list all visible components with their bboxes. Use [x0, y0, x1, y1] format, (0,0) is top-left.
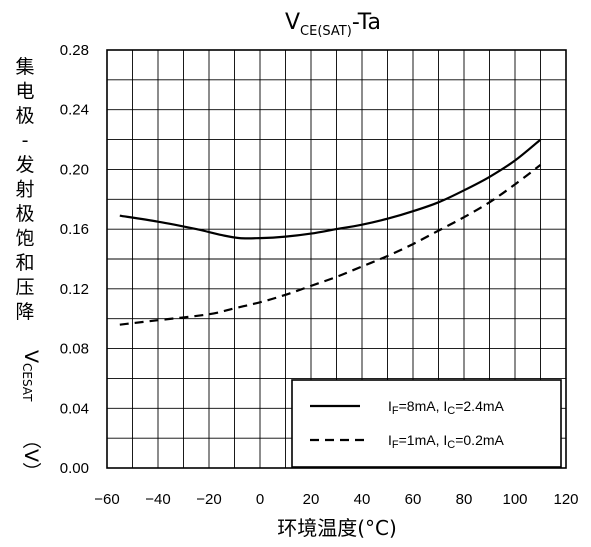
chart-title-main: V	[285, 10, 300, 35]
y-tick-label: 0.08	[60, 341, 89, 358]
y-axis-label-symbol: VCESAT	[20, 350, 42, 402]
tick-labels: −60 −40 −20 0 20 40 60 80 100 120 0.00 0.04 0.08 0.12…	[60, 42, 579, 508]
y-tick-label: 0.04	[60, 400, 89, 417]
legend: IF=8mA, IC=2.4mA IF=1mA, IC=0.2mA	[291, 379, 562, 468]
y-tick-label: 0.00	[60, 460, 89, 477]
y-axis-label: 集电极-发射极饱和压降 VCESAT （V）	[15, 56, 42, 481]
chart-title-subscript: CE(SAT)	[300, 24, 352, 39]
y-axis-label-unit: （V）	[20, 430, 42, 481]
y-tick-label: 0.12	[60, 281, 89, 298]
x-tick-label: −60	[94, 491, 119, 508]
y-tick-label: 0.20	[60, 161, 89, 178]
series-layer	[119, 138, 542, 326]
legend-entry-2: IF=1mA, IC=0.2mA	[388, 432, 505, 451]
series-line-2	[119, 164, 542, 326]
y-tick-label: 0.16	[60, 221, 89, 238]
chart-title: VCE(SAT)-Ta	[285, 10, 381, 39]
y-tick-label: 0.24	[60, 102, 89, 119]
x-tick-label: 80	[456, 491, 473, 508]
chart-title-tail: -Ta	[352, 10, 381, 35]
legend-box	[291, 379, 562, 468]
x-tick-label: 0	[256, 491, 264, 508]
y-axis-label-v: V	[20, 350, 42, 363]
x-tick-label: 20	[303, 491, 320, 508]
x-tick-label: 100	[502, 491, 527, 508]
y-axis-label-subscript: CESAT	[20, 363, 34, 402]
legend-entry-1: IF=8mA, IC=2.4mA	[388, 398, 505, 417]
series-line-1	[119, 138, 542, 240]
x-tick-label: 60	[405, 491, 422, 508]
plot-frame	[106, 49, 567, 469]
y-tick-label: 0.28	[60, 42, 89, 59]
y-axis-label-cjk: 集电极-发射极饱和压降	[15, 56, 34, 323]
x-tick-label: −20	[196, 491, 221, 508]
x-axis-label: 环境温度(°C)	[277, 516, 397, 540]
x-tick-label: 120	[553, 491, 578, 508]
x-tick-label: 40	[354, 491, 371, 508]
x-tick-label: −40	[145, 491, 170, 508]
